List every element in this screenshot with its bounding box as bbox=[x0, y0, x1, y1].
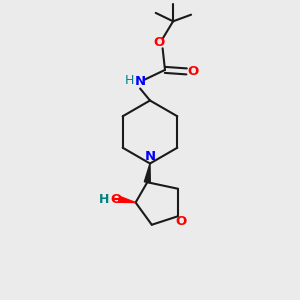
Polygon shape bbox=[118, 196, 136, 202]
Text: H: H bbox=[99, 193, 109, 206]
Text: O: O bbox=[153, 36, 164, 50]
Text: N: N bbox=[144, 150, 156, 164]
Text: O: O bbox=[110, 193, 122, 206]
Polygon shape bbox=[144, 164, 150, 183]
Text: O: O bbox=[188, 65, 199, 78]
Text: N: N bbox=[134, 75, 146, 88]
Text: O: O bbox=[175, 215, 187, 228]
Text: H: H bbox=[125, 74, 135, 87]
